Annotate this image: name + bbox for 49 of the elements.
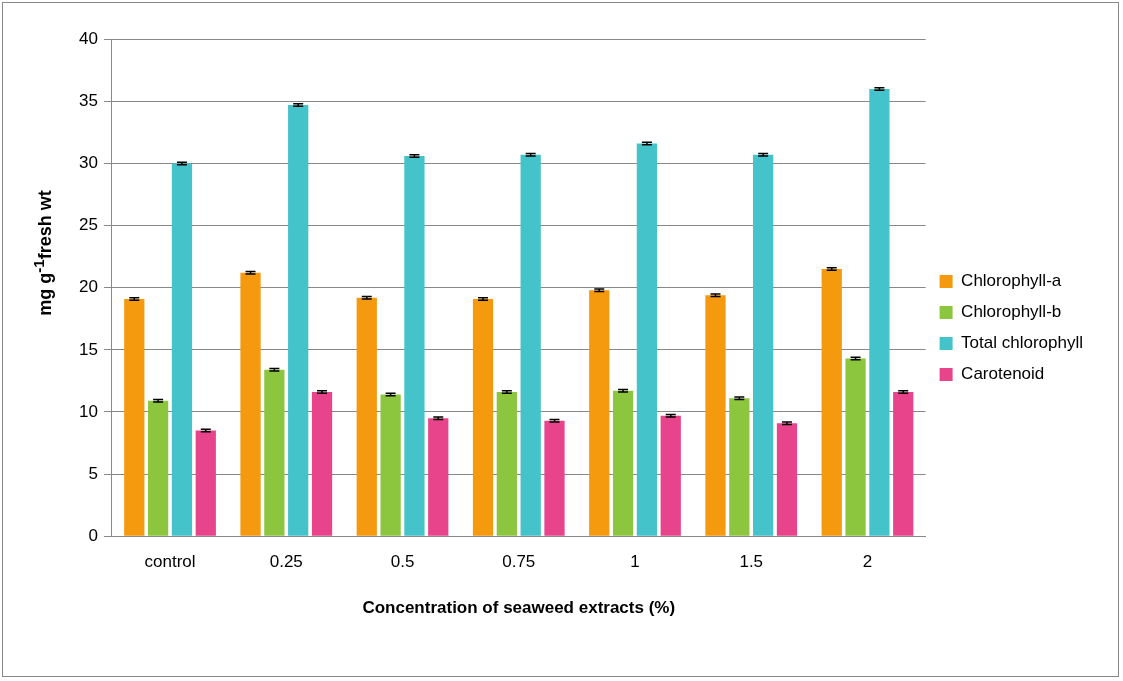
x-tick-label: 0.25 (269, 552, 303, 572)
x-tick-label: 1.5 (739, 552, 764, 572)
bar (660, 415, 681, 536)
x-axis-title: Concentration of seaweed extracts (%) (362, 598, 676, 618)
bar (705, 295, 726, 536)
legend-label: Chlorophyll-b (961, 302, 1062, 322)
bar (472, 298, 494, 536)
y-tick-label: 40 (78, 28, 98, 48)
bar (612, 390, 634, 536)
bar (288, 105, 309, 536)
bar (171, 163, 193, 536)
bar (147, 400, 169, 536)
y-tick-label: 35 (78, 91, 98, 111)
bar (821, 269, 842, 536)
bar (240, 272, 261, 536)
y-tick-label: 5 (88, 463, 98, 483)
legend-label: Carotenoid (961, 364, 1045, 384)
bar (869, 88, 890, 536)
bar (264, 369, 285, 536)
bar (428, 418, 449, 536)
y-tick-label: 25 (78, 215, 98, 235)
bar (893, 392, 914, 536)
x-tick-label: 0.75 (502, 552, 536, 572)
y-tick-label: 20 (78, 277, 98, 297)
legend-label: Chlorophyll-a (961, 271, 1062, 291)
bar (311, 392, 333, 536)
bar (753, 154, 774, 536)
bar (845, 358, 866, 536)
y-tick-label: 15 (78, 339, 98, 359)
x-tick-label: control (144, 552, 196, 572)
bar (404, 156, 425, 536)
bar (636, 143, 658, 536)
x-tick-label: 2 (862, 552, 873, 572)
bar (124, 298, 145, 536)
bar (520, 154, 541, 536)
bar (496, 392, 517, 536)
x-tick-label: 0.5 (390, 552, 415, 572)
bar (544, 420, 565, 536)
bar (195, 430, 216, 536)
x-tick-label: 1 (630, 552, 640, 572)
bar (589, 290, 610, 536)
bar (776, 423, 798, 536)
bar (729, 398, 750, 536)
y-tick-label: 10 (78, 401, 98, 421)
y-tick-label: 30 (78, 153, 98, 173)
y-tick-label: 0 (88, 525, 98, 545)
legend-label: Total chlorophyll (961, 333, 1084, 353)
bar (356, 297, 377, 536)
bar (380, 394, 401, 536)
